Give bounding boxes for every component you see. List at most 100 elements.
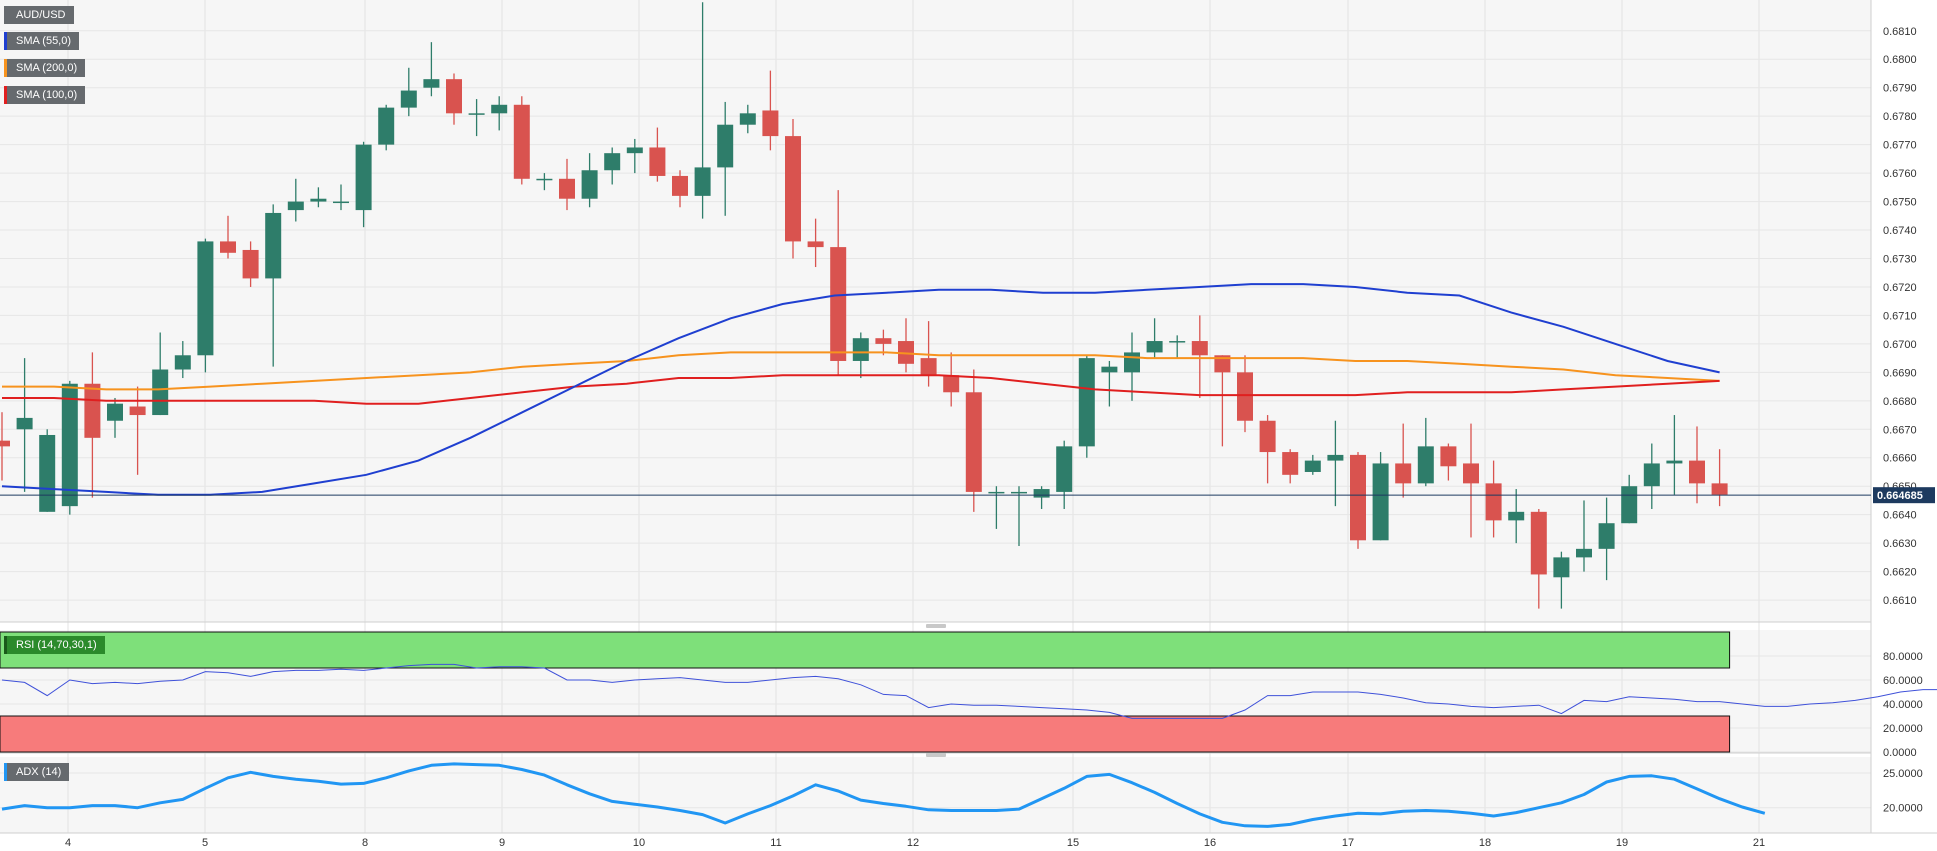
candle-bull xyxy=(1666,415,1683,495)
candle-bull xyxy=(1553,551,1570,609)
rsi-overbought-zone xyxy=(0,631,1731,669)
candle-bear xyxy=(1259,415,1276,484)
x-tick-label: 10 xyxy=(633,837,645,849)
candle-body xyxy=(1508,511,1525,521)
candle-body xyxy=(1417,446,1434,484)
candle-body xyxy=(1146,341,1163,353)
candle-bull xyxy=(378,104,395,151)
rsi-tick-label: 80.0000 xyxy=(1883,651,1923,663)
candle-body xyxy=(1259,420,1276,453)
candle-body xyxy=(1169,341,1186,343)
candle-body xyxy=(287,201,304,211)
candle-bear xyxy=(943,352,960,407)
candle-bear xyxy=(1485,460,1502,538)
candle-bear xyxy=(1530,508,1547,609)
candle-bear xyxy=(0,412,10,481)
candle-body xyxy=(988,491,1005,494)
candle-bull xyxy=(333,184,349,211)
candle-bear xyxy=(1440,443,1457,481)
candle-bull xyxy=(717,101,734,216)
candle-bear xyxy=(1711,449,1728,507)
legend-adx: ADX (14) xyxy=(4,763,70,781)
candle-body xyxy=(1621,486,1638,524)
candle-body xyxy=(242,249,259,279)
candle-body xyxy=(762,110,779,137)
y-tick-label: 0.6750 xyxy=(1883,197,1917,209)
candle-body xyxy=(920,358,937,376)
candle-body xyxy=(1395,463,1412,484)
candle-bull xyxy=(1169,335,1186,359)
candle-bull xyxy=(1304,454,1321,475)
candle-body xyxy=(1598,523,1615,549)
candle-bear xyxy=(807,218,824,268)
candle-body xyxy=(536,178,553,181)
x-tick-label: 8 xyxy=(362,837,368,849)
candle-body xyxy=(16,417,33,430)
y-tick-label: 0.6760 xyxy=(1883,168,1917,180)
candle-body xyxy=(1485,483,1502,521)
rsi-oversold-zone xyxy=(0,715,1731,753)
candle-body xyxy=(468,113,485,115)
candle-body xyxy=(649,147,666,176)
candle-bear xyxy=(1395,423,1412,498)
candle-body xyxy=(174,355,191,370)
candle-bear xyxy=(898,318,914,373)
sma55-line xyxy=(1,283,1720,496)
adx-pane-bg xyxy=(0,757,1871,833)
candle-body xyxy=(1011,491,1027,494)
pane-resize-handle xyxy=(926,753,946,757)
candle-body xyxy=(739,113,756,125)
candle-bear xyxy=(762,70,779,151)
candle-bear xyxy=(875,329,892,356)
candle-body xyxy=(61,383,78,507)
y-tick-label: 0.6800 xyxy=(1883,54,1917,66)
candle-bear xyxy=(1282,449,1299,484)
last-price-tag xyxy=(1873,487,1935,504)
candle-body xyxy=(1078,358,1095,447)
legend-pair: AUD/USD xyxy=(4,6,74,24)
rsi-tick-label: 0.0000 xyxy=(1883,747,1917,759)
candle-body xyxy=(626,147,643,154)
pane-resize-handle xyxy=(926,624,946,628)
candle-bear xyxy=(672,170,688,208)
candle-bull xyxy=(1327,420,1344,507)
candle-bear xyxy=(513,96,530,185)
candle-bull xyxy=(1056,440,1073,509)
candle-bull xyxy=(988,486,1005,529)
candle-body xyxy=(1576,548,1592,558)
candle-body xyxy=(717,124,734,168)
y-tick-label: 0.6780 xyxy=(1883,111,1917,123)
sma100-line xyxy=(2,374,1720,405)
x-tick-label: 9 xyxy=(499,837,505,849)
candle-body xyxy=(559,178,575,199)
candle-bear xyxy=(1237,355,1253,433)
y-tick-label: 0.6690 xyxy=(1883,367,1917,379)
candle-bull xyxy=(1576,500,1592,572)
candle-body xyxy=(785,136,801,242)
candle-body xyxy=(129,406,146,416)
candle-body xyxy=(220,241,236,253)
candle-body xyxy=(1711,483,1728,495)
candle-bear xyxy=(1350,452,1366,549)
candle-body xyxy=(1553,557,1570,578)
candle-bull xyxy=(1033,486,1050,509)
candle-body xyxy=(1124,352,1140,373)
candle-body xyxy=(807,241,824,248)
y-tick-label: 0.6620 xyxy=(1883,567,1917,579)
candle-bear xyxy=(1214,355,1231,447)
candle-bull xyxy=(1011,486,1027,546)
candle-body xyxy=(852,338,869,361)
candle-bear xyxy=(559,158,575,211)
candle-body xyxy=(875,338,892,344)
candle-bull xyxy=(1372,452,1389,541)
candle-bull xyxy=(1508,489,1525,544)
candle-bear xyxy=(830,190,847,376)
candle-bear xyxy=(446,73,462,125)
candle-bull xyxy=(310,187,327,208)
candle-bull xyxy=(197,238,214,373)
candle-bull xyxy=(491,96,508,131)
y-tick-label: 0.6610 xyxy=(1883,595,1917,607)
candle-body xyxy=(898,341,914,364)
candle-bear xyxy=(242,241,259,287)
